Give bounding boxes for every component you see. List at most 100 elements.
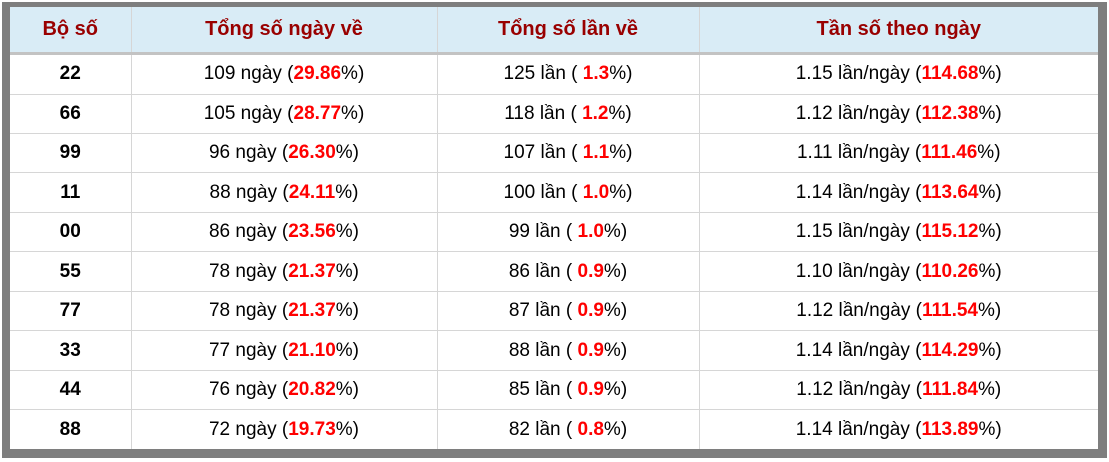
open-paren: ( [909,339,922,361]
frequency-cell: 1.14 lần/ngày (114.29%) [698,330,1098,371]
pair-cell: 66 [10,93,131,134]
days-cell: 76 ngày (20.82%) [130,369,437,410]
times-percent: 0.9 [577,339,604,361]
times-cell: 100 lần ( 1.0%) [436,172,699,213]
close-paren: %) [978,418,1002,440]
open-paren: ( [276,221,289,243]
table-row: 88 72 ngày (19.73%) 82 lần ( 0.8%) 1.14 … [10,409,1098,449]
days-cell: 72 ngày (19.73%) [130,409,437,449]
times-cell: 99 lần ( 1.0%) [436,211,699,252]
days-text: 78 ngày [208,260,277,282]
days-percent: 19.73 [288,418,336,440]
times-percent: 1.0 [582,181,610,203]
times-percent: 1.2 [582,102,609,124]
pair-cell: 99 [10,132,131,173]
frequency-percent: 114.68 [921,63,979,85]
days-cell: 86 ngày (23.56%) [130,211,437,252]
pair-cell: 88 [10,409,131,449]
header-row: Bộ số Tổng số ngày về Tổng số lần về Tần… [10,7,1098,55]
times-text: 100 lần [503,181,566,203]
close-paren: %) [609,63,633,85]
days-cell: 109 ngày (29.86%) [130,53,437,94]
close-paren: %) [609,181,633,203]
frequency-percent: 111.84 [921,379,978,401]
days-percent: 21.37 [288,260,336,282]
days-text: 96 ngày [208,142,277,164]
times-cell: 85 lần ( 0.9%) [436,369,699,410]
frequency-cell: 1.11 lần/ngày (111.46%) [698,132,1098,173]
open-paren: ( [910,300,922,322]
days-text: 105 ngày [203,102,282,124]
days-text: 86 ngày [208,221,277,243]
frequency-text: 1.12 lần/ngày [796,379,911,401]
days-cell: 78 ngày (21.37%) [130,290,437,331]
close-paren: %) [608,102,632,124]
days-percent: 26.30 [288,142,336,164]
frequency-text: 1.10 lần/ngày [795,260,910,282]
close-paren: %) [335,418,359,440]
open-paren: ( [909,102,922,124]
days-cell: 105 ngày (28.77%) [130,93,437,134]
frequency-percent: 111.46 [921,142,978,164]
close-paren: %) [978,379,1002,401]
close-paren: %) [335,379,359,401]
frequency-text: 1.14 lần/ngày [795,181,910,203]
times-text: 85 lần [508,379,561,401]
frequency-text: 1.15 lần/ngày [795,221,910,243]
open-paren: ( [281,63,294,85]
days-percent: 21.37 [288,300,336,322]
table-row: 44 76 ngày (20.82%) 85 lần ( 0.9%) 1.12 … [10,369,1098,410]
open-paren: ( [909,63,922,85]
times-percent: 0.9 [577,379,604,401]
days-cell: 77 ngày (21.10%) [130,330,437,371]
open-paren: ( [560,339,578,361]
frequency-text: 1.14 lần/ngày [795,418,910,440]
open-paren: ( [276,300,289,322]
open-paren: ( [560,379,578,401]
open-paren: ( [565,63,583,85]
frequency-text: 1.11 lần/ngày [796,142,910,164]
col-header-total-days: Tổng số ngày về [130,7,437,55]
close-paren: %) [335,142,359,164]
open-paren: ( [560,418,578,440]
pair-cell: 55 [10,251,131,292]
days-percent: 29.86 [293,63,342,85]
frequency-percent: 112.38 [921,102,979,124]
frequency-cell: 1.15 lần/ngày (115.12%) [698,211,1098,252]
frequency-cell: 1.12 lần/ngày (111.54%) [698,290,1098,331]
close-paren: %) [978,102,1002,124]
days-percent: 28.77 [293,102,342,124]
days-text: 77 ngày [208,339,277,361]
open-paren: ( [281,102,294,124]
open-paren: ( [276,418,289,440]
close-paren: %) [335,300,359,322]
times-percent: 1.1 [582,142,610,164]
days-cell: 88 ngày (24.11%) [130,172,437,213]
pair-cell: 44 [10,369,131,410]
pair-cell: 22 [59,63,81,85]
open-paren: ( [909,142,922,164]
frequency-cell: 1.14 lần/ngày (113.89%) [698,409,1098,449]
times-text: 88 lần [508,339,561,361]
open-paren: ( [276,379,289,401]
times-text: 107 lần [503,142,566,164]
frequency-cell: 1.10 lần/ngày (110.26%) [698,251,1098,292]
frequency-cell: 1.12 lần/ngày (112.38%) [698,93,1098,134]
table-row: 00 86 ngày (23.56%) 99 lần ( 1.0%) 1.15 … [10,211,1098,252]
close-paren: %) [977,142,1001,164]
open-paren: ( [909,181,922,203]
close-paren: %) [978,300,1002,322]
close-paren: %) [341,102,365,124]
days-cell: 78 ngày (21.37%) [130,251,437,292]
frequency-cell: 1.15 lần/ngày (114.68%) [698,53,1098,94]
days-text: 88 ngày [209,181,278,203]
close-paren: %) [335,181,359,203]
frequency-percent: 113.89 [921,418,979,440]
open-paren: ( [909,260,922,282]
frequency-percent: 114.29 [921,339,979,361]
times-cell: 82 lần ( 0.8%) [436,409,699,449]
days-text: 78 ngày [208,300,277,322]
open-paren: ( [276,339,289,361]
open-paren: ( [909,418,922,440]
